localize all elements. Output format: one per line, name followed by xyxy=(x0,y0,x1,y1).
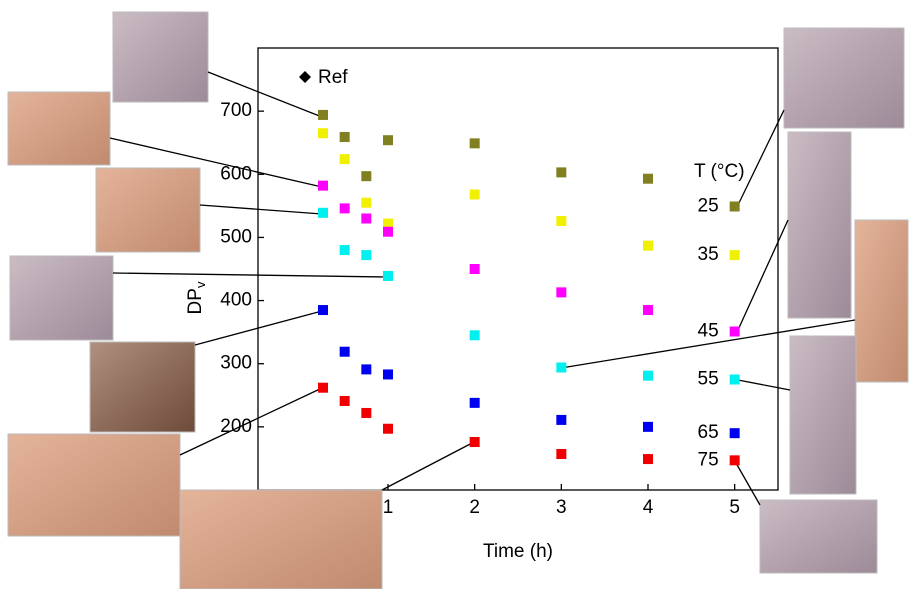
point xyxy=(643,241,653,251)
point xyxy=(361,364,371,374)
point xyxy=(470,264,480,274)
point xyxy=(470,138,480,148)
photo xyxy=(784,28,904,128)
point xyxy=(361,408,371,418)
photo xyxy=(96,168,200,252)
point xyxy=(470,330,480,340)
photo xyxy=(8,92,110,165)
photo xyxy=(855,220,908,382)
y-tick-label: 500 xyxy=(220,226,252,247)
y-axis-label-main: DP xyxy=(185,288,206,314)
point xyxy=(361,171,371,181)
photo xyxy=(10,256,113,340)
point xyxy=(361,250,371,260)
point xyxy=(318,383,328,393)
point xyxy=(730,201,740,211)
point xyxy=(730,250,740,260)
point xyxy=(318,208,328,218)
point xyxy=(340,203,350,213)
series-label: 45 xyxy=(698,321,719,342)
point xyxy=(383,271,393,281)
y-tick-label: 300 xyxy=(220,353,252,374)
photo xyxy=(8,434,180,536)
connector xyxy=(200,205,322,214)
x-tick-label: 3 xyxy=(556,497,567,518)
ref-label: Ref xyxy=(318,67,348,88)
point xyxy=(556,167,566,177)
point xyxy=(730,375,740,385)
y-tick-label: 400 xyxy=(220,290,252,311)
point xyxy=(340,245,350,255)
point xyxy=(383,369,393,379)
point xyxy=(643,454,653,464)
point xyxy=(361,213,371,223)
x-tick-label: 4 xyxy=(643,497,654,518)
point xyxy=(383,227,393,237)
photo xyxy=(788,132,851,318)
point xyxy=(318,128,328,138)
point xyxy=(340,396,350,406)
point xyxy=(340,347,350,357)
y-tick-label: 600 xyxy=(220,163,252,184)
ref-marker xyxy=(299,71,311,83)
legend-title: T (°C) xyxy=(694,161,745,182)
y-tick-label: 700 xyxy=(220,100,252,121)
series-label: 55 xyxy=(698,369,719,390)
point xyxy=(556,216,566,226)
series-label: 35 xyxy=(698,244,719,265)
point xyxy=(556,415,566,425)
chart: Ref T (°C) Time (h) DPv 200 300 400 500 600 7… xyxy=(0,0,910,589)
connector xyxy=(738,220,788,330)
photo xyxy=(90,342,195,432)
connector xyxy=(382,442,474,490)
photo xyxy=(113,12,208,102)
point xyxy=(470,189,480,199)
x-axis-label: Time (h) xyxy=(483,541,553,562)
connector xyxy=(113,273,388,277)
point xyxy=(383,135,393,145)
point xyxy=(643,422,653,432)
point xyxy=(643,305,653,315)
point xyxy=(340,132,350,142)
point xyxy=(383,424,393,434)
point xyxy=(556,449,566,459)
y-tick-label: 200 xyxy=(220,416,252,437)
point xyxy=(318,305,328,315)
series-label: 25 xyxy=(698,196,719,217)
series-label: 65 xyxy=(698,422,719,443)
point xyxy=(556,287,566,297)
point xyxy=(470,437,480,447)
point xyxy=(318,110,328,120)
point xyxy=(318,181,328,191)
connectors xyxy=(110,72,855,505)
y-axis-label-sub: v xyxy=(193,281,208,288)
x-tick-label: 2 xyxy=(469,497,480,518)
connector xyxy=(738,380,790,390)
y-axis-label: DPv xyxy=(185,281,208,314)
point xyxy=(340,154,350,164)
x-tick-label: 1 xyxy=(383,497,394,518)
micrographs xyxy=(8,12,908,589)
point xyxy=(361,198,371,208)
series-label: 75 xyxy=(698,449,719,470)
photo xyxy=(180,490,382,589)
point xyxy=(643,174,653,184)
photo xyxy=(760,500,877,573)
point xyxy=(470,398,480,408)
point xyxy=(556,363,566,373)
photo xyxy=(790,336,856,494)
point xyxy=(643,371,653,381)
x-tick-label: 5 xyxy=(729,497,740,518)
point xyxy=(730,327,740,337)
point xyxy=(730,455,740,465)
connector xyxy=(738,110,784,205)
point xyxy=(730,428,740,438)
